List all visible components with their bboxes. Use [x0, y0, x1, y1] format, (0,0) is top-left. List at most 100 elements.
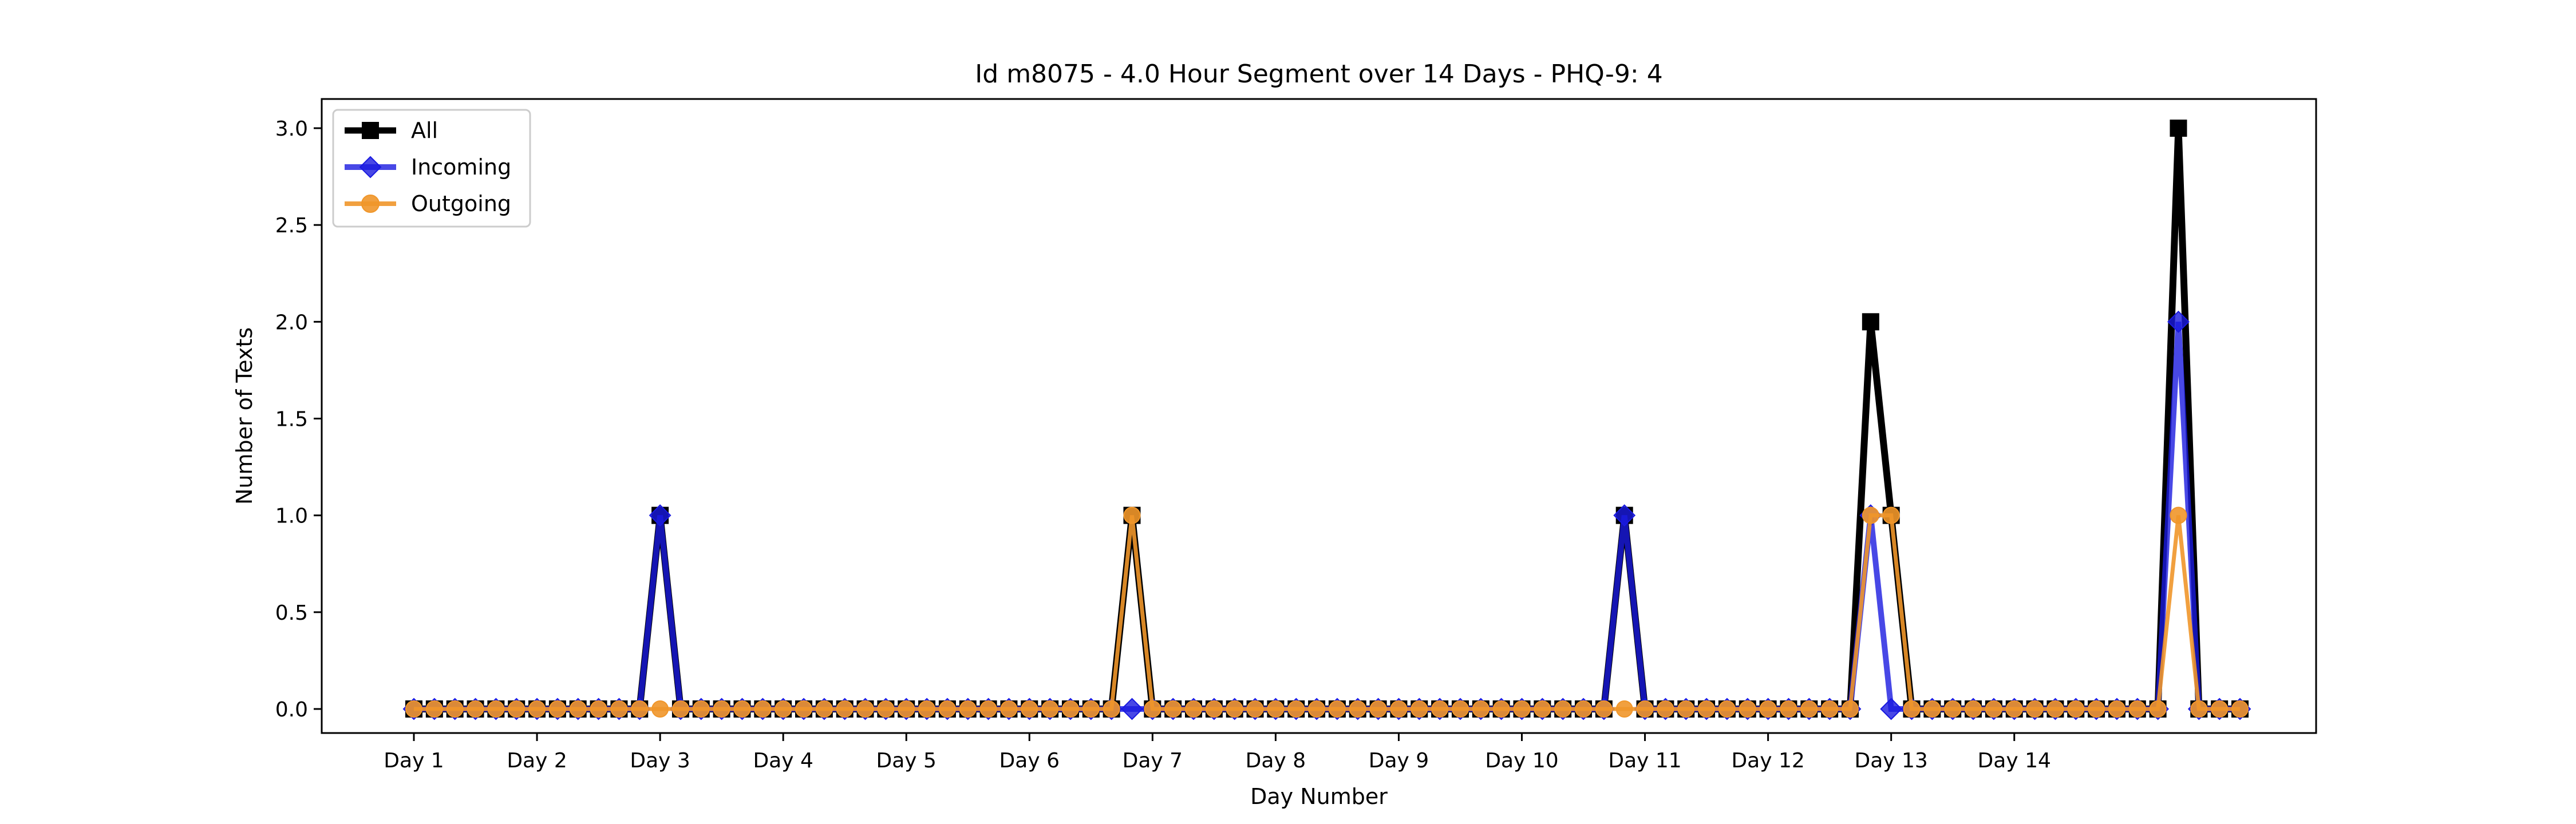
marker-outgoing: [1287, 700, 1305, 718]
marker-outgoing: [1349, 700, 1366, 718]
marker-outgoing: [1513, 700, 1531, 718]
x-tick-label: Day 12: [1731, 749, 1804, 772]
marker-outgoing: [2046, 700, 2064, 718]
legend: All Incoming Outgoing: [332, 109, 531, 228]
marker-outgoing: [1021, 700, 1038, 718]
marker-outgoing: [1492, 700, 1510, 718]
marker-outgoing: [1411, 700, 1428, 718]
marker-outgoing: [1472, 700, 1490, 718]
marker-outgoing: [2149, 700, 2167, 718]
marker-outgoing: [1451, 700, 1469, 718]
marker-outgoing: [1205, 700, 1223, 718]
marker-outgoing: [1862, 506, 1879, 524]
x-tick-label: Day 13: [1855, 749, 1928, 772]
marker-outgoing: [1882, 506, 1900, 524]
marker-incoming: [2167, 310, 2190, 333]
marker-outgoing: [1965, 700, 1982, 718]
marker-incoming: [649, 504, 671, 527]
marker-outgoing: [856, 700, 874, 718]
chart-title: Id m8075 - 4.0 Hour Segment over 14 Days…: [975, 60, 1662, 89]
marker-outgoing: [979, 700, 997, 718]
marker-outgoing: [1185, 700, 1203, 718]
marker-outgoing: [671, 700, 689, 718]
marker-outgoing: [1985, 700, 2002, 718]
marker-outgoing: [959, 700, 977, 718]
marker-outgoing: [1780, 700, 1797, 718]
marker-outgoing: [2026, 700, 2044, 718]
marker-outgoing: [1698, 700, 1716, 718]
marker-outgoing: [631, 700, 649, 718]
marker-outgoing: [569, 700, 587, 718]
marker-outgoing: [1000, 700, 1018, 718]
legend-box: [332, 109, 531, 228]
marker-outgoing: [1944, 700, 1962, 718]
x-tick-label: Day 1: [384, 749, 444, 772]
plot-frame: [321, 98, 2317, 734]
y-tick-label: 3.0: [275, 117, 308, 141]
marker-outgoing: [425, 700, 443, 718]
x-tick-label: Day 7: [1123, 749, 1183, 772]
marker-outgoing: [2190, 700, 2208, 718]
marker-outgoing: [446, 700, 464, 718]
x-tick-label: Day 8: [1246, 749, 1306, 772]
marker-outgoing: [1923, 700, 1941, 718]
marker-outgoing: [1328, 700, 1346, 718]
legend-label-incoming: Incoming: [411, 154, 511, 180]
y-tick-label: 2.0: [275, 311, 308, 334]
x-tick-label: Day 6: [999, 749, 1060, 772]
marker-outgoing: [1575, 700, 1593, 718]
marker-outgoing: [1903, 700, 1921, 718]
marker-outgoing: [1657, 700, 1674, 718]
marker-outgoing: [1431, 700, 1449, 718]
marker-outgoing: [877, 700, 895, 718]
marker-outgoing: [1636, 700, 1654, 718]
marker-outgoing: [2005, 700, 2023, 718]
plot-layer: 0.0 0.5 1.0 1.5 2.0 2.5 3.0 Day 1 Day 2 Day 3 Day …: [275, 117, 2251, 772]
marker-outgoing: [795, 700, 813, 718]
y-tick-label: 2.5: [275, 214, 308, 237]
marker-outgoing: [528, 700, 546, 718]
marker-outgoing: [1061, 700, 1079, 718]
marker-outgoing: [2231, 700, 2249, 718]
marker-outgoing: [1739, 700, 1756, 718]
marker-outgoing: [1534, 700, 1551, 718]
marker-outgoing: [590, 700, 607, 718]
marker-outgoing: [1800, 700, 1818, 718]
x-tick-label: Day 3: [630, 749, 690, 772]
marker-outgoing: [1369, 700, 1387, 718]
marker-outgoing: [1144, 700, 1161, 718]
marker-outgoing: [1308, 700, 1326, 718]
y-tick-label: 0.0: [275, 698, 308, 722]
marker-outgoing: [2067, 700, 2085, 718]
marker-outgoing: [508, 700, 526, 718]
legend-entry-incoming: Incoming: [345, 154, 511, 180]
marker-outgoing: [1595, 700, 1613, 718]
marker-outgoing: [815, 700, 833, 718]
marker-outgoing: [713, 700, 730, 718]
y-tick-label: 1.0: [275, 505, 308, 528]
marker-incoming: [1880, 698, 1903, 720]
x-tick-label: Day 11: [1608, 749, 1681, 772]
marker-all: [2170, 120, 2187, 137]
legend-entry-all: All: [345, 118, 438, 143]
y-axis-label: Number of Texts: [232, 327, 257, 505]
marker-outgoing: [1041, 700, 1059, 718]
marker-outgoing: [1615, 700, 1633, 718]
marker-outgoing: [692, 700, 710, 718]
x-tick-label: Day 14: [1978, 749, 2051, 772]
marker-outgoing: [1103, 700, 1120, 718]
x-tick-label: Day 2: [507, 749, 567, 772]
marker-outgoing: [467, 700, 484, 718]
marker-outgoing: [1164, 700, 1182, 718]
marker-outgoing: [836, 700, 854, 718]
marker-outgoing: [733, 700, 751, 718]
marker-outgoing: [610, 700, 628, 718]
marker-incoming: [1613, 504, 1636, 527]
marker-incoming: [1121, 698, 1143, 720]
marker-outgoing: [548, 700, 566, 718]
marker-outgoing: [898, 700, 915, 718]
x-tick-label: Day 10: [1485, 749, 1558, 772]
marker-outgoing: [918, 700, 936, 718]
marker-outgoing: [1226, 700, 1243, 718]
marker-outgoing: [2211, 700, 2229, 718]
